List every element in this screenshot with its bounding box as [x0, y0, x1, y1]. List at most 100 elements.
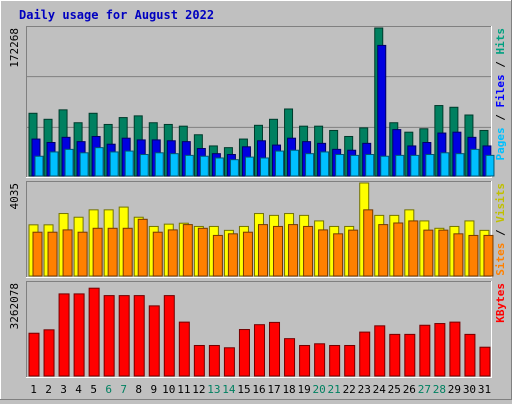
bar-kbytes-day-4 [73, 293, 85, 377]
bar-pages-day-3 [64, 148, 74, 177]
bar-sites-day-25 [393, 222, 404, 277]
bar-sites-day-20 [318, 229, 329, 277]
bar-sites-day-19 [303, 225, 314, 277]
bar-pages-day-27 [425, 154, 435, 177]
x-tick-label-day-15: 15 [237, 383, 250, 396]
bar-sites-day-27 [423, 229, 434, 277]
x-tick-label-day-23: 23 [358, 383, 371, 396]
bar-kbytes-day-20 [314, 343, 326, 377]
x-tick-label-day-20: 20 [313, 383, 326, 396]
x-tick-label-day-8: 8 [135, 383, 142, 396]
bar-sites-day-23 [363, 209, 374, 277]
bar-pages-day-25 [395, 154, 405, 177]
bar-pages-day-18 [290, 149, 300, 177]
y-max-label-mid: 4035 [8, 183, 21, 210]
legend-entry: KBytes [494, 283, 507, 323]
bar-pages-day-11 [184, 154, 194, 177]
bar-kbytes-day-13 [208, 344, 220, 377]
bar-kbytes-day-17 [269, 321, 281, 377]
x-tick-label-day-12: 12 [192, 383, 205, 396]
bar-sites-day-13 [212, 234, 223, 277]
bar-pages-day-10 [169, 153, 179, 177]
bar-pages-day-4 [79, 152, 89, 177]
bar-kbytes-day-19 [299, 344, 311, 377]
bar-pages-day-12 [199, 155, 209, 177]
bar-pages-day-1 [34, 155, 44, 177]
bar-pages-day-22 [350, 154, 360, 177]
bar-sites-day-11 [182, 224, 193, 277]
x-tick-label-day-6: 6 [105, 383, 112, 396]
x-tick-label-day-16: 16 [252, 383, 265, 396]
x-tick-label-day-7: 7 [120, 383, 127, 396]
x-tick-label-day-13: 13 [207, 383, 220, 396]
bar-pages-day-24 [380, 155, 390, 177]
bar-pages-day-14 [229, 159, 239, 177]
x-axis-day-labels: 1 2 3 4 5 6 7 8 9 10 11 12 13 14 15 16 17 18 19 20 21 22 23 24 2… [30, 383, 491, 396]
bar-kbytes-day-7 [118, 295, 130, 377]
bar-kbytes-day-1 [28, 332, 40, 377]
series-kbytes [28, 287, 491, 377]
bar-kbytes-day-23 [359, 331, 371, 377]
x-tick-label-day-4: 4 [75, 383, 82, 396]
legend-entry: Hits [494, 28, 507, 55]
bar-kbytes-day-5 [88, 287, 100, 377]
legend-top: Pages / Files / Hits [494, 28, 507, 161]
bar-sites-day-6 [107, 227, 118, 277]
x-tick-label-day-18: 18 [282, 383, 295, 396]
x-tick-label-day-2: 2 [45, 383, 52, 396]
bar-kbytes-day-29 [449, 321, 461, 377]
x-tick-label-day-22: 22 [343, 383, 356, 396]
bar-kbytes-day-28 [434, 323, 446, 377]
bar-kbytes-day-10 [163, 295, 175, 377]
legend-entry: / [494, 223, 507, 243]
bar-sites-day-18 [288, 224, 299, 277]
legend-entry: Visits [494, 183, 507, 223]
bar-sites-day-10 [167, 229, 178, 277]
bar-pages-day-21 [335, 154, 345, 177]
bar-kbytes-day-16 [253, 324, 265, 377]
bar-sites-day-7 [122, 227, 133, 277]
x-tick-label-day-25: 25 [388, 383, 401, 396]
bar-kbytes-day-15 [238, 329, 250, 377]
bar-sites-day-5 [92, 227, 103, 277]
x-tick-label-day-27: 27 [418, 383, 431, 396]
bar-kbytes-day-26 [404, 333, 416, 377]
x-tick-label-day-10: 10 [162, 383, 175, 396]
bar-pages-day-13 [214, 157, 224, 177]
x-tick-label-day-30: 30 [463, 383, 476, 396]
bar-sites-day-15 [242, 231, 253, 277]
bar-kbytes-day-2 [43, 329, 55, 377]
bar-kbytes-day-6 [103, 295, 115, 377]
legend-entry: / [494, 108, 507, 128]
x-tick-label-day-14: 14 [222, 383, 236, 396]
bar-kbytes-day-11 [178, 321, 190, 377]
bar-pages-day-17 [275, 150, 285, 177]
bar-sites-day-4 [77, 231, 88, 277]
y-max-label-bot: 3262078 [8, 283, 21, 329]
bar-sites-day-2 [47, 231, 58, 277]
x-tick-label-day-9: 9 [150, 383, 157, 396]
chart-title: Daily usage for August 2022 [19, 8, 214, 22]
x-tick-label-day-21: 21 [328, 383, 341, 396]
bar-pages-day-29 [455, 153, 465, 177]
x-tick-label-day-17: 17 [267, 383, 280, 396]
bar-kbytes-day-30 [464, 333, 476, 377]
bar-pages-day-23 [365, 154, 375, 177]
panel-mid: 4035 Sites / Visits [8, 181, 507, 278]
legend-entry: Sites [494, 243, 507, 276]
legend-entry: Pages [494, 127, 507, 160]
bar-pages-day-7 [124, 150, 134, 177]
bar-sites-day-22 [348, 229, 359, 277]
bar-kbytes-day-9 [148, 305, 160, 377]
bar-pages-day-16 [259, 157, 269, 177]
series-sites [32, 209, 494, 277]
bar-sites-day-30 [468, 234, 479, 277]
x-tick-label-day-5: 5 [90, 383, 97, 396]
x-tick-label-day-26: 26 [403, 383, 416, 396]
bar-pages-day-31 [485, 154, 495, 177]
x-tick-label-day-24: 24 [373, 383, 387, 396]
x-tick-label-day-1: 1 [30, 383, 37, 396]
legend-entry: / [494, 55, 507, 75]
